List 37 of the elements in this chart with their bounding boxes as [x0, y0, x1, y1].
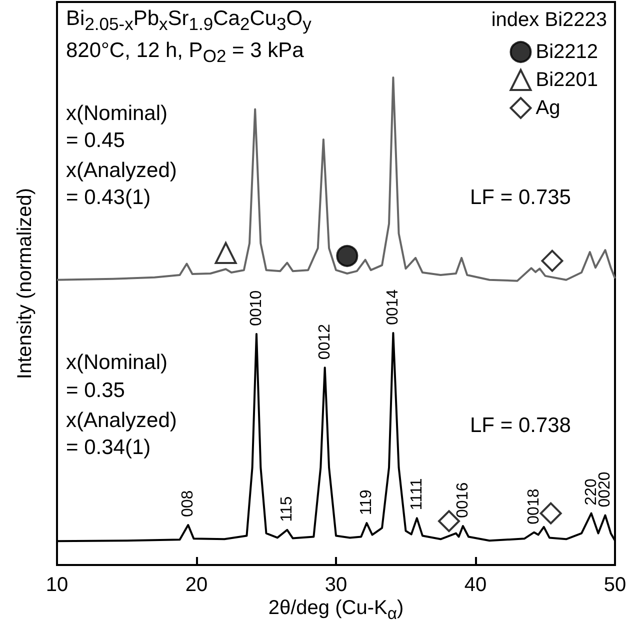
- y-axis-title: Intensity (normalized): [14, 188, 36, 380]
- annotation: 0010: [248, 290, 265, 326]
- annotation: 008: [180, 490, 197, 518]
- chart-subtitle: 820°C, 12 h, P$_{O2}$ = 3 kPa: [66, 39, 304, 66]
- annotation: 0016: [454, 482, 472, 518]
- x-tick-label: 20: [185, 574, 208, 596]
- point: [541, 250, 564, 272]
- annotation: LF = 0.738: [470, 414, 571, 437]
- annotation: 1111: [408, 478, 426, 510]
- legend-label: Bi2201: [536, 69, 598, 91]
- legend-label: Ag: [536, 97, 560, 119]
- annotation: x(Nominal): [66, 351, 168, 374]
- annotation: 119: [358, 489, 376, 516]
- annotation: x(Analyzed): [66, 409, 177, 432]
- annotation: 0014: [384, 289, 402, 325]
- chart-title: Bi$_{2.05-x}$Pb$_{x}$Sr$_{1.9}$Ca$_{2}$Cu$_{3}$O$_{y}$: [66, 7, 312, 34]
- annotation: = 0.34(1): [66, 436, 151, 459]
- annotation: 0012: [316, 324, 334, 360]
- annotation: 115: [278, 496, 296, 522]
- annotation: 0020: [596, 472, 614, 508]
- x-tick-label: 10: [46, 574, 68, 596]
- annotation: x(Analyzed): [66, 159, 177, 182]
- annotation: = 0.43(1): [66, 186, 151, 209]
- annotation: 0018: [526, 488, 543, 524]
- legend-label: Bi2212: [536, 41, 598, 63]
- annotation: = 0.45: [66, 129, 125, 152]
- annotation: LF = 0.735: [470, 186, 571, 209]
- legend-title: index Bi2223: [491, 9, 608, 31]
- point: [336, 244, 358, 267]
- annotation: x(Nominal): [66, 102, 168, 125]
- x-axis-title: 2θ/deg (Cu-K$_{α}$): [268, 597, 404, 623]
- point: [540, 502, 562, 524]
- point: [214, 242, 237, 264]
- x-tick-label: 40: [464, 574, 487, 596]
- x-tick-label: 30: [324, 574, 348, 596]
- x-tick-label: 50: [604, 574, 626, 596]
- annotation: = 0.35: [66, 379, 125, 402]
